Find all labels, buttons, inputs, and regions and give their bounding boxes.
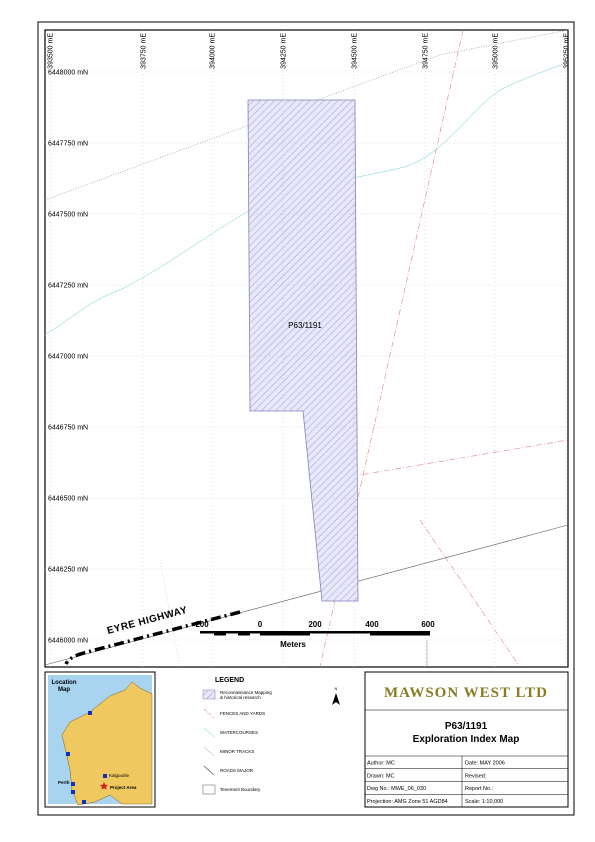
field-text: Report No.: bbox=[465, 786, 494, 792]
legend-symbol bbox=[203, 708, 215, 719]
scale-tick: 200 bbox=[308, 620, 322, 629]
easting-label: 393750 mE bbox=[141, 33, 148, 69]
towns bbox=[66, 711, 107, 804]
legend-symbol bbox=[202, 784, 216, 795]
track bbox=[159, 559, 181, 667]
legend-symbol bbox=[203, 746, 215, 757]
location-frame bbox=[44, 671, 156, 808]
field-text: Revised: bbox=[465, 773, 487, 779]
field-text: Projection: AMG Zone 51 AGD84 bbox=[367, 799, 448, 805]
scale-tick: 400 bbox=[365, 620, 379, 629]
northing-label: 6447500 mN bbox=[48, 212, 88, 219]
road-major bbox=[45, 524, 568, 666]
place-label: Project Area bbox=[110, 785, 137, 790]
legend-symbol bbox=[202, 689, 216, 700]
easting-label: 394750 mE bbox=[423, 33, 430, 69]
northing-label: 6447750 mN bbox=[48, 141, 88, 148]
map-layer bbox=[45, 30, 568, 667]
place-label: Perth bbox=[58, 780, 70, 785]
outer-border bbox=[37, 21, 575, 816]
location-title-2: Map bbox=[58, 687, 70, 693]
easting-label: 395000 mE bbox=[493, 33, 500, 69]
tenement-label: P63/1191 bbox=[288, 321, 322, 330]
title-fields: Author: MC Date: MAY 2006 Drawn: MC Revised… bbox=[365, 755, 568, 807]
minor-track bbox=[45, 30, 568, 201]
scale-tick: 0 bbox=[258, 620, 263, 629]
title-block bbox=[364, 671, 569, 808]
legend-label: MINOR TRACKS bbox=[220, 749, 254, 754]
eyre-highway bbox=[64, 610, 241, 665]
legend-label-line: & historical research bbox=[220, 695, 261, 700]
fence bbox=[419, 519, 521, 667]
north-arrow bbox=[332, 693, 340, 705]
legend-label-line: Reconnaissance Mapping bbox=[220, 690, 272, 695]
field-text: Drawn: MC bbox=[367, 773, 395, 779]
field-text: Scale: 1:10,000 bbox=[465, 799, 503, 805]
legend-label: ROADS MAJOR bbox=[220, 768, 254, 773]
easting-label: 394500 mE bbox=[352, 33, 359, 69]
location-title-1: Location bbox=[52, 680, 77, 686]
legend-symbol bbox=[203, 727, 215, 738]
easting-label: 393500 mE bbox=[48, 33, 55, 69]
easting-label: 394000 mE bbox=[210, 33, 217, 69]
map-title: Exploration Index Map bbox=[413, 734, 520, 745]
fence bbox=[329, 439, 568, 481]
northing-label: 6447000 mN bbox=[48, 354, 88, 361]
northing-label: 6447250 mN bbox=[48, 283, 88, 290]
legend-label: Tenement Boundary bbox=[220, 787, 261, 792]
legend-label: Reconnaissance Mapping & historical resea… bbox=[220, 690, 272, 700]
place-label: Kalgoorlie bbox=[109, 773, 130, 778]
scale-bar bbox=[200, 631, 430, 636]
northing-label: 6448000 mN bbox=[48, 70, 88, 77]
drawing-number: P63/1191 bbox=[445, 721, 488, 732]
tenement bbox=[247, 99, 359, 602]
field-text: Author: MC bbox=[367, 761, 395, 767]
field-text: Date: MAY 2006 bbox=[465, 761, 505, 767]
australia bbox=[61, 681, 153, 806]
field-text: Dwg No.: MWE_06_030 bbox=[367, 786, 426, 792]
northing-label: 6446750 mN bbox=[48, 425, 88, 432]
easting-label: 394250 mE bbox=[281, 33, 288, 69]
scale-unit: Meters bbox=[280, 640, 306, 649]
legend-symbol bbox=[203, 765, 215, 776]
easting-label: 395250 mE bbox=[564, 33, 571, 69]
northing-label: 6446500 mN bbox=[48, 496, 88, 503]
scale-tick: 600 bbox=[421, 620, 435, 629]
project-star bbox=[99, 782, 109, 790]
scale-tick: 200 bbox=[195, 620, 209, 629]
northing-label: 6446250 mN bbox=[48, 567, 88, 574]
company: MAWSON WEST LTD bbox=[384, 685, 548, 701]
legend-label: WATERCOURSES bbox=[220, 730, 258, 735]
northing-label: 6446000 mN bbox=[48, 638, 88, 645]
legend: Reconnaissance Mapping & historical resea… bbox=[202, 689, 272, 795]
north-label: N bbox=[335, 686, 338, 691]
legend-label: FENCES AND YARDS bbox=[220, 711, 265, 716]
legend-title: LEGEND bbox=[215, 677, 244, 684]
